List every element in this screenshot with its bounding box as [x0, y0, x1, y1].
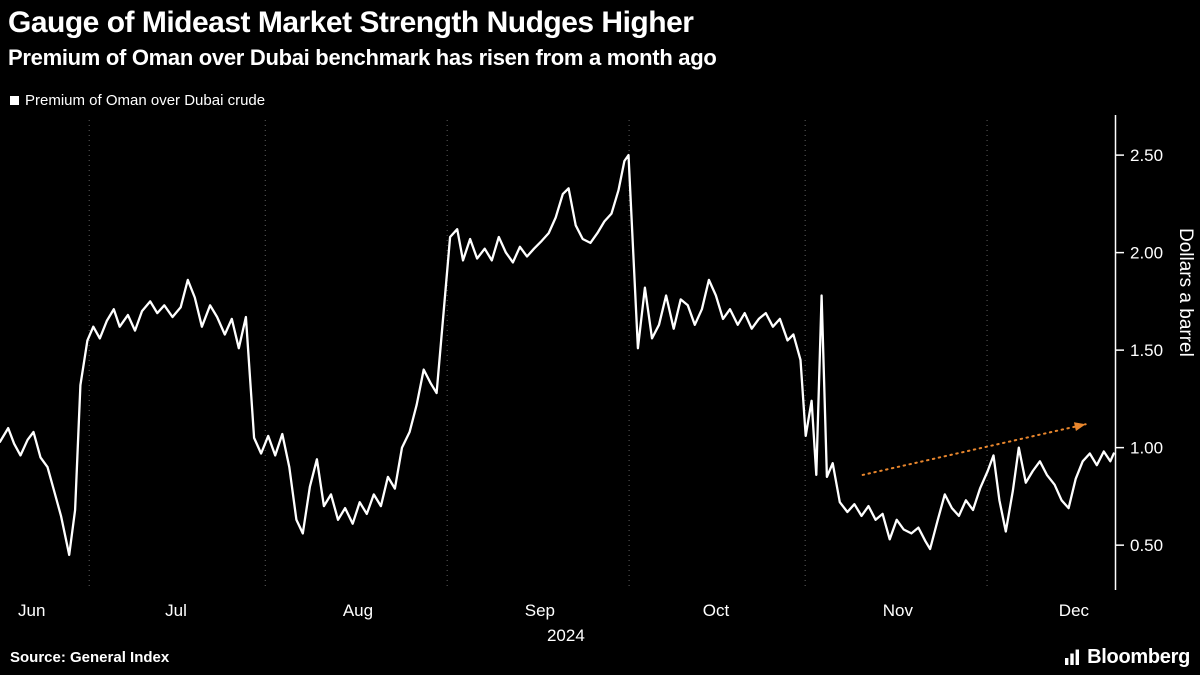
- series-premium-line: [0, 153, 1115, 557]
- legend-marker-square: [10, 96, 19, 105]
- line-chart: 0.50 1.00 1.50 2.00 2.50 Jun Jul Aug Sep Oct Nov De…: [0, 115, 1163, 645]
- source-credit: Source: General Index: [10, 648, 170, 666]
- x-axis-tick-label: Nov: [883, 601, 914, 620]
- y-axis-tick-label: 1.00: [1130, 439, 1163, 458]
- x-axis-tick-label: Dec: [1059, 601, 1090, 620]
- y-axis-tick-label: 1.50: [1130, 341, 1163, 360]
- y-axis-tick-label: 2.00: [1130, 244, 1163, 263]
- y-axis-title: Dollars a barrel: [1175, 228, 1196, 357]
- y-axis-tick-label: 0.50: [1130, 536, 1163, 555]
- page-title: Gauge of Mideast Market Strength Nudges …: [8, 6, 694, 39]
- x-axis-year-label: 2024: [547, 626, 585, 645]
- x-axis-tick-label: Sep: [525, 601, 555, 620]
- y-axis-tick-label: 2.50: [1130, 146, 1163, 165]
- x-axis-tick-label: Oct: [703, 601, 730, 620]
- legend-label: Premium of Oman over Dubai crude: [25, 92, 266, 109]
- trend-arrowhead: [1073, 422, 1086, 432]
- trend-dotted-line: [861, 423, 1087, 476]
- x-axis-tick-label: Jul: [165, 601, 187, 620]
- footer: Source: General Index Bloomberg: [10, 643, 1190, 671]
- page-subtitle: Premium of Oman over Dubai benchmark has…: [8, 45, 717, 70]
- bloomberg-wordmark: Bloomberg: [1087, 645, 1190, 668]
- chart-area: 0.50 1.00 1.50 2.00 2.50 Jun Jul Aug Sep Oct Nov De…: [0, 115, 1200, 650]
- legend: Premium of Oman over Dubai crude: [10, 92, 265, 109]
- x-axis-tick-label: Aug: [343, 601, 373, 620]
- x-axis-tick-label: Jun: [18, 601, 45, 620]
- bloomberg-logo: Bloomberg: [1064, 646, 1190, 669]
- bloomberg-logo-icon: [1065, 649, 1080, 665]
